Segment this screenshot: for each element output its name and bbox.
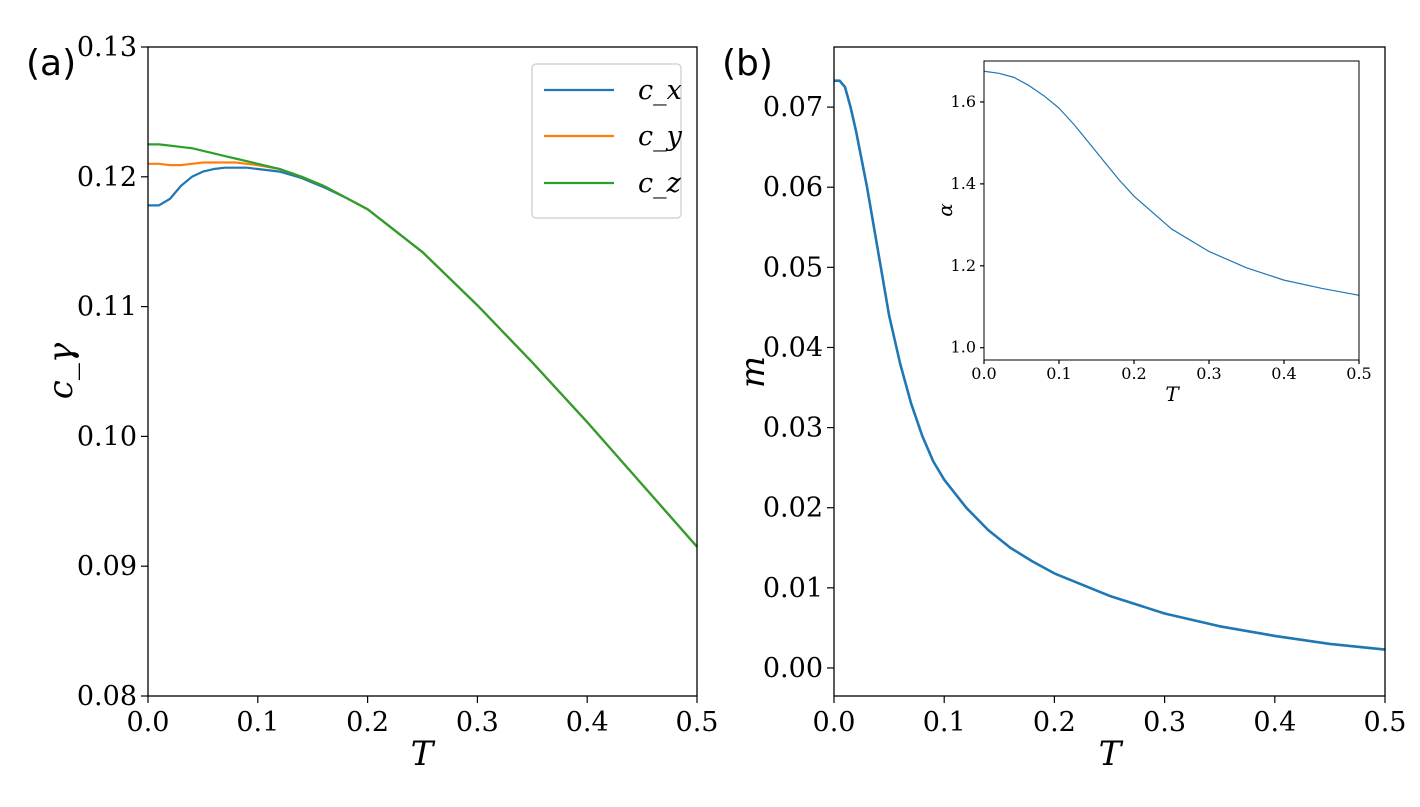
x-tick-label: 0.0 — [813, 707, 856, 738]
series-line-curve — [834, 79, 1386, 651]
y-tick-label: 0.10 — [77, 421, 137, 452]
x-tick-label: 0.1 — [236, 707, 279, 738]
y-tick-label: 0.02 — [763, 493, 823, 524]
x-tick-label: 0.2 — [1033, 707, 1076, 738]
panel-b-inset: 0.0 0.1 0.2 0.3 0.4 0.5 1.0 1.2 1.4 1.6 T α — [933, 60, 1372, 406]
panel-b: (b) 0.0 0.1 0.2 0.3 0.4 0.5 0.000.010.020.030… — [722, 43, 1406, 774]
series-line-curve — [983, 70, 1360, 296]
x-tick-label: 0.2 — [346, 707, 389, 738]
panel-a-label: (a) — [26, 43, 76, 84]
x-tick-label: 0.4 — [566, 707, 609, 738]
panel-a-x-ticks: 0.0 0.1 0.2 0.3 0.4 0.5 — [127, 696, 719, 738]
x-tick-label: 0.5 — [1364, 707, 1407, 738]
x-tick-label: 0.1 — [1046, 364, 1071, 383]
series-line-cz — [148, 143, 698, 548]
x-tick-label: 0.0 — [127, 707, 170, 738]
y-tick-label: 1.6 — [951, 92, 976, 111]
inset-frame — [983, 60, 1360, 361]
y-tick-label: 0.13 — [77, 32, 137, 63]
x-tick-label: 0.3 — [1143, 707, 1186, 738]
panel-a-y-ticks: 0.08 0.09 0.10 0.11 0.12 0.13 — [77, 32, 148, 712]
y-tick-label: 0.06 — [763, 172, 823, 203]
legend-label-cz: c_z — [638, 168, 682, 199]
panel-b-y-ticks: 0.00 0.01 0.02 0.03 0.04 0.05 0.06 0.07 — [763, 92, 834, 684]
y-tick-label: 0.01 — [763, 573, 823, 604]
y-tick-label: 1.2 — [951, 256, 976, 275]
panel-a-frame — [147, 46, 698, 697]
panel-b-y-label: m — [733, 356, 773, 388]
y-tick-label: 0.12 — [77, 162, 137, 193]
panel-a-y-label: c_γ — [41, 342, 81, 399]
y-tick-label: 1.0 — [951, 338, 976, 357]
y-tick-label: 1.4 — [951, 174, 976, 193]
panel-a-x-label: T — [411, 734, 436, 774]
inset-plot-area — [983, 70, 1360, 296]
legend-box — [531, 63, 682, 219]
panel-b-x-ticks: 0.0 0.1 0.2 0.3 0.4 0.5 — [813, 696, 1407, 738]
x-tick-label: 0.4 — [1253, 707, 1296, 738]
x-tick-label: 0.2 — [1121, 364, 1146, 383]
panel-a-plot-area — [148, 143, 698, 548]
y-tick-label: 0.04 — [763, 332, 823, 363]
series-line-cx — [148, 166, 698, 548]
y-tick-label: 0.05 — [763, 252, 823, 283]
panel-b-plot-area — [834, 79, 1386, 651]
y-tick-label: 0.09 — [77, 551, 137, 582]
panel-a: (a) 0.0 0.1 0.2 0.3 0.4 0.5 0.080.090.100.110… — [26, 32, 718, 774]
panel-b-label: (b) — [722, 43, 773, 84]
x-tick-label: 0.4 — [1271, 364, 1296, 383]
panel-b-x-label: T — [1099, 734, 1124, 774]
legend-label-cy: c_y — [638, 121, 683, 152]
y-tick-label: 0.03 — [763, 413, 823, 444]
x-tick-label: 0.5 — [676, 707, 719, 738]
series-line-cy — [148, 161, 698, 548]
y-tick-label: 0.00 — [763, 653, 823, 684]
y-tick-label: 0.11 — [77, 292, 137, 323]
x-tick-label: 0.0 — [971, 364, 996, 383]
panel-a-legend: c_x c_y c_z — [531, 63, 683, 219]
y-tick-label: 0.07 — [763, 92, 823, 123]
x-tick-label: 0.3 — [1196, 364, 1221, 383]
inset-y-label: α — [933, 203, 957, 217]
inset-background — [984, 61, 1359, 360]
legend-label-cx: c_x — [638, 75, 682, 106]
x-tick-label: 0.1 — [923, 707, 966, 738]
x-tick-label: 0.3 — [456, 707, 499, 738]
inset-x-label: T — [1165, 382, 1180, 406]
x-tick-label: 0.5 — [1346, 364, 1371, 383]
inset-y-ticks: 1.0 1.2 1.4 1.6 — [951, 92, 984, 357]
y-tick-label: 0.08 — [77, 681, 137, 712]
inset-x-ticks: 0.0 0.1 0.2 0.3 0.4 0.5 — [971, 360, 1372, 383]
panel-b-frame — [833, 46, 1386, 697]
